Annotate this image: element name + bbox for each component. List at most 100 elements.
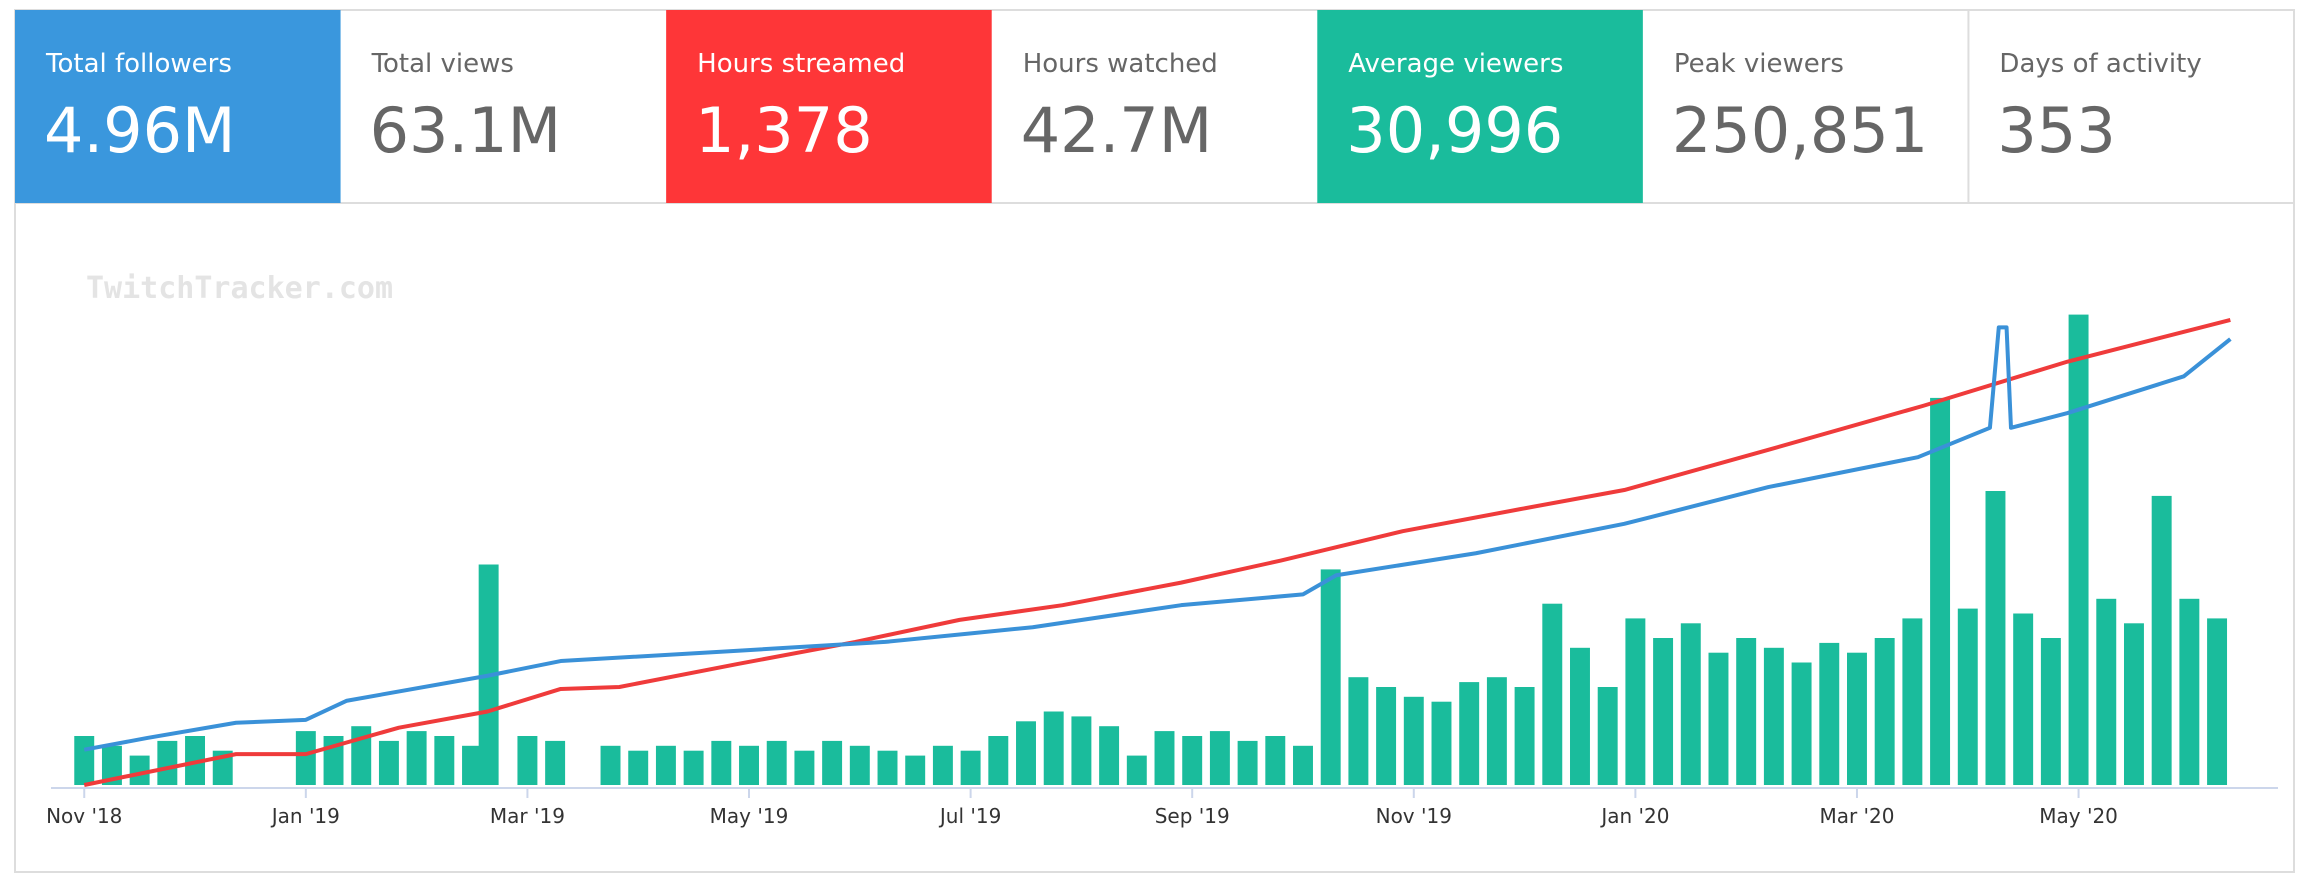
- bar: [1791, 662, 1812, 785]
- stat-value: 42.7M: [1021, 94, 1213, 167]
- bar: [1570, 647, 1590, 785]
- bar: [1736, 638, 1757, 785]
- bar: [2096, 598, 2117, 785]
- bar: [1957, 608, 1978, 785]
- bar: [877, 750, 898, 785]
- bar: [434, 736, 455, 785]
- stat-value: 4.96M: [44, 94, 236, 167]
- x-tick-label: Jan '20: [1599, 804, 1669, 828]
- bar: [1597, 687, 1618, 785]
- x-tick-label: Nov '19: [1376, 804, 1452, 828]
- bar: [1237, 740, 1258, 785]
- bar: [74, 736, 95, 785]
- bar: [129, 755, 150, 785]
- bar: [1459, 682, 1480, 785]
- bar: [739, 745, 759, 785]
- bar: [462, 745, 482, 785]
- bar: [822, 740, 843, 785]
- bar: [1209, 731, 1230, 785]
- stat-value: 353: [1997, 94, 2115, 167]
- bar: [988, 736, 1009, 785]
- bar: [766, 740, 787, 785]
- bar: [655, 745, 676, 785]
- bar: [1182, 736, 1203, 785]
- bar: [2179, 598, 2200, 785]
- bar: [1819, 642, 1840, 785]
- bar: [905, 755, 926, 785]
- bar: [1431, 701, 1452, 785]
- bar: [2068, 314, 2089, 785]
- x-tick-label: Jan '19: [270, 804, 340, 828]
- bar: [1708, 652, 1729, 785]
- bar: [1985, 491, 2006, 785]
- bar: [1320, 569, 1341, 785]
- stat-label: Total followers: [45, 49, 232, 79]
- line: [83, 318, 2231, 787]
- x-tick-label: Sep '19: [1155, 804, 1230, 828]
- bar: [2040, 638, 2061, 785]
- bar: [378, 740, 399, 785]
- bar: [1016, 721, 1036, 785]
- watermark: TwitchTracker.com: [86, 271, 393, 306]
- bar: [1874, 638, 1895, 785]
- bar: [960, 750, 981, 785]
- bar: [406, 731, 427, 785]
- bar: [545, 740, 566, 785]
- bar: [1542, 603, 1563, 785]
- bar: [628, 750, 649, 785]
- bar: [600, 745, 621, 785]
- bar: [1348, 677, 1369, 785]
- bar: [1293, 745, 1313, 785]
- stat-label: Hours streamed: [697, 49, 905, 79]
- x-tick-label: May '20: [2039, 804, 2118, 828]
- stat-label: Average viewers: [1348, 49, 1563, 79]
- stat-label: Days of activity: [1999, 49, 2201, 79]
- stat-tile: [1317, 10, 1643, 203]
- bar: [517, 736, 538, 785]
- bar: [1930, 397, 1951, 785]
- bar: [1680, 623, 1701, 785]
- bar: [1403, 696, 1424, 785]
- bar: [1486, 677, 1507, 785]
- stat-value: 63.1M: [370, 94, 562, 167]
- bar: [1902, 618, 1923, 785]
- stat-label: Hours watched: [1023, 49, 1218, 79]
- bar: [101, 745, 122, 785]
- bar: [1625, 618, 1646, 785]
- stat-label: Total views: [371, 49, 514, 79]
- bar: [1265, 736, 1286, 785]
- bar: [711, 740, 732, 785]
- stat-value: 1,378: [695, 94, 873, 167]
- bar: [2123, 623, 2144, 785]
- bar: [1763, 647, 1784, 785]
- bar: [932, 745, 953, 785]
- bar: [295, 731, 316, 785]
- stat-value: 250,851: [1672, 94, 1928, 167]
- stat-tile: [15, 10, 341, 203]
- bar: [683, 750, 704, 785]
- bar: [2151, 495, 2172, 785]
- bar: [1653, 638, 1674, 785]
- bar: [794, 750, 815, 785]
- x-tick-label: Mar '20: [1819, 804, 1894, 828]
- bar: [1071, 716, 1092, 785]
- x-tick-label: Nov '18: [46, 804, 122, 828]
- bar: [157, 740, 178, 785]
- stat-value: 30,996: [1346, 94, 1563, 167]
- x-tick-label: Jul '19: [938, 804, 1001, 828]
- bar: [1043, 711, 1064, 785]
- x-tick-label: Mar '19: [490, 804, 565, 828]
- bar: [1847, 652, 1867, 785]
- bar: [849, 745, 870, 785]
- stat-tile: [666, 10, 992, 203]
- bar: [1154, 731, 1175, 785]
- x-tick-label: May '19: [710, 804, 789, 828]
- bar: [1099, 726, 1120, 785]
- stat-label: Peak viewers: [1674, 49, 1844, 79]
- bar: [1514, 687, 1535, 785]
- bar: [2207, 618, 2228, 785]
- bar: [1126, 755, 1147, 785]
- bar: [1376, 687, 1397, 785]
- bar: [2013, 613, 2034, 785]
